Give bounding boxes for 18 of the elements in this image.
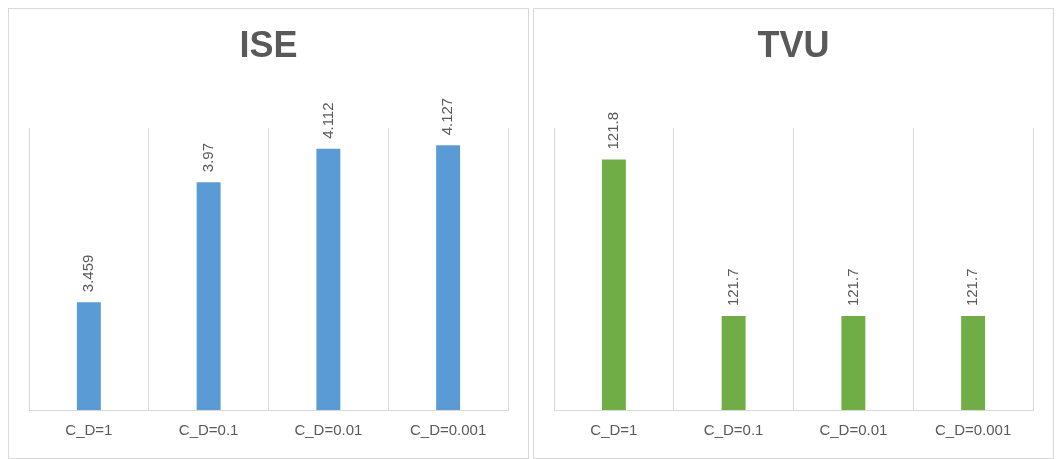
chart-title: ISE — [239, 23, 298, 65]
data-label: 121.8 — [604, 111, 622, 150]
x-tick-label: C_D=0.01 — [819, 421, 888, 439]
data-label: 121.7 — [963, 268, 981, 307]
x-tick-label: C_D=0.001 — [409, 421, 487, 439]
data-label: 4.112 — [318, 102, 336, 139]
x-tick-label: C_D=1 — [590, 421, 638, 439]
data-label: 121.7 — [843, 268, 861, 307]
x-tick-label: C_D=0.001 — [934, 421, 1012, 439]
data-label: 3.97 — [198, 143, 216, 173]
x-tick-label: C_D=0.1 — [178, 421, 239, 439]
x-tick-label: C_D=1 — [65, 421, 113, 439]
data-label: 4.127 — [438, 97, 456, 136]
x-tick-label: C_D=0.01 — [294, 421, 363, 439]
data-label: 3.459 — [79, 254, 97, 293]
x-tick-label: C_D=0.1 — [703, 421, 764, 439]
data-label: 121.7 — [723, 268, 741, 307]
chart-title: TVU — [757, 23, 830, 65]
